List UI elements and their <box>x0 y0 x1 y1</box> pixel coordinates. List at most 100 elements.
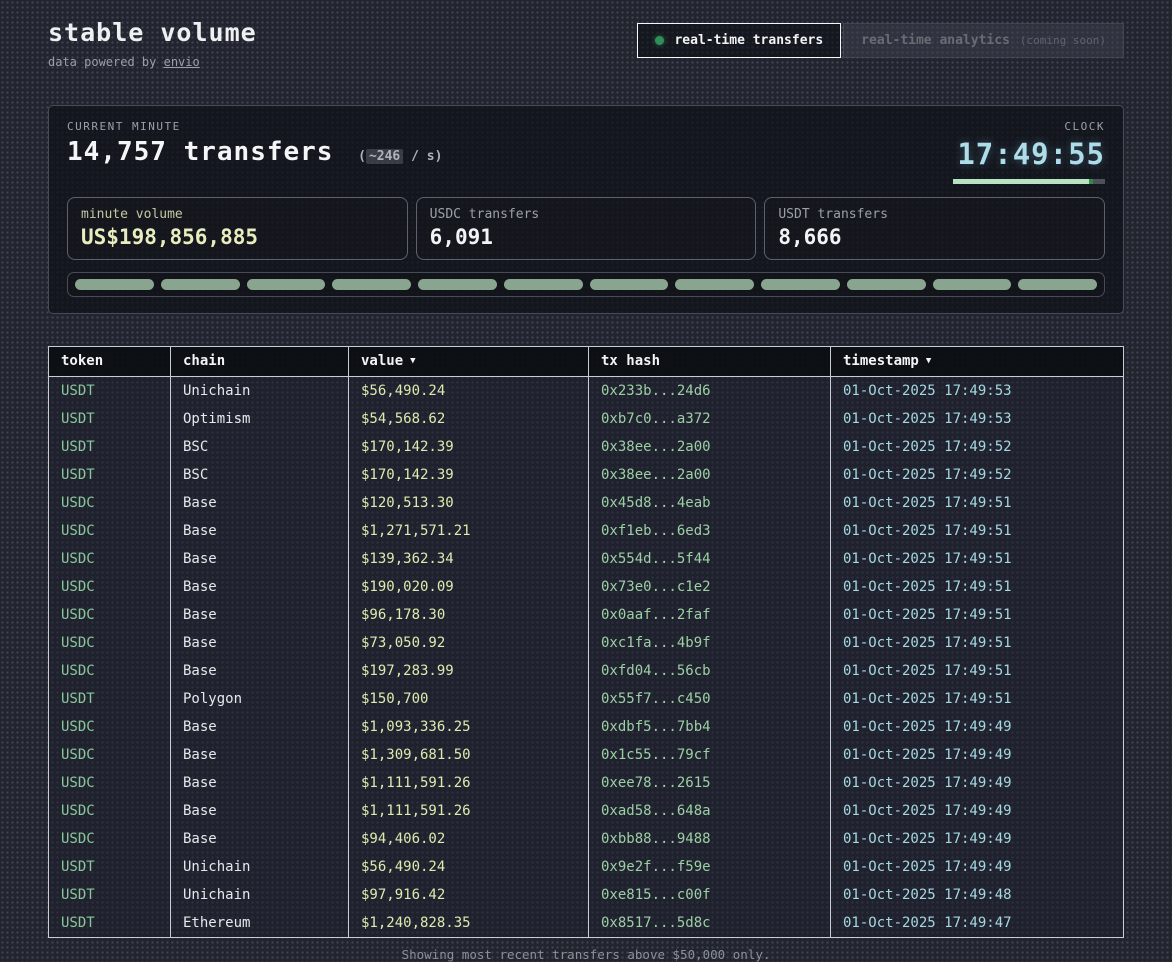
value-cell: $197,283.99 <box>348 657 589 685</box>
topbar: stable volume data powered by envio real… <box>48 14 1124 69</box>
timestamp-cell: 01-Oct-2025 17:49:52 <box>830 433 1124 461</box>
tx-hash-cell[interactable]: 0x45d8...4eab <box>588 489 831 517</box>
envio-link[interactable]: envio <box>163 55 200 69</box>
card-value: 6,091 <box>429 225 493 249</box>
transfer-count-word: transfers <box>183 137 334 167</box>
tx-hash-cell[interactable]: 0x9e2f...f59e <box>588 853 831 881</box>
tx-hash-cell[interactable]: 0x73e0...c1e2 <box>588 573 831 601</box>
chain-cell: Base <box>170 741 349 769</box>
tx-hash-cell[interactable]: 0xdbf5...7bb4 <box>588 713 831 741</box>
value-cell: $56,490.24 <box>348 853 589 881</box>
minute-segment <box>332 279 411 290</box>
clock-progress <box>953 179 1105 184</box>
minute-segment <box>418 279 497 290</box>
tx-hash-cell[interactable]: 0x55f7...c450 <box>588 685 831 713</box>
minute-segment <box>503 279 583 290</box>
table-row: USDC Base $190,020.09 0x73e0...c1e2 01-Oct-2… <box>48 573 1124 601</box>
value-cell: $1,111,591.26 <box>348 769 589 797</box>
timestamp-cell: 01-Oct-2025 17:49:51 <box>830 517 1124 545</box>
value-cell: $139,362.34 <box>348 545 589 573</box>
token-cell: USDT <box>48 685 171 713</box>
table-row: USDC Base $1,111,591.26 0xee78...2615 01-Oct… <box>48 769 1124 797</box>
table-header: token chain value ▼ tx hash timestamp ▼ <box>48 346 1124 377</box>
table-body: USDT Unichain $56,490.24 0x233b...24d6 01-Oc… <box>48 376 1124 938</box>
card-label: minute volume <box>81 207 183 222</box>
footer-note: Showing most recent transfers above $50,… <box>401 947 771 962</box>
timestamp-cell: 01-Oct-2025 17:49:49 <box>830 853 1124 881</box>
tx-hash-cell[interactable]: 0x233b...24d6 <box>588 376 831 405</box>
column-header-timestamp[interactable]: timestamp ▼ <box>830 346 1124 377</box>
column-header-value[interactable]: value ▼ <box>348 346 589 377</box>
minute-segment <box>246 279 326 290</box>
value-cell: $56,490.24 <box>348 376 589 405</box>
current-minute-panel: CURRENT MINUTE 14,757 transfers (~246 / … <box>48 105 1124 314</box>
transfer-count-value: 14,757 <box>67 137 167 167</box>
timestamp-cell: 01-Oct-2025 17:49:51 <box>830 685 1124 713</box>
tx-hash-cell[interactable]: 0x38ee...2a00 <box>588 433 831 461</box>
subtitle: data powered by envio <box>48 55 257 69</box>
timestamp-cell: 01-Oct-2025 17:49:51 <box>830 545 1124 573</box>
chain-cell: Base <box>170 797 349 825</box>
tx-hash-cell[interactable]: 0xb7c0...a372 <box>588 405 831 433</box>
timestamp-cell: 01-Oct-2025 17:49:51 <box>830 629 1124 657</box>
value-cell: $1,271,571.21 <box>348 517 589 545</box>
chain-cell: Unichain <box>170 853 349 881</box>
table-row: USDT Unichain $56,490.24 0x233b...24d6 01-Oc… <box>48 376 1124 405</box>
chain-cell: Base <box>170 713 349 741</box>
chain-cell: Ethereum <box>170 909 349 938</box>
tx-hash-cell[interactable]: 0x1c55...79cf <box>588 741 831 769</box>
value-cell: $120,513.30 <box>348 489 589 517</box>
token-cell: USDC <box>48 825 171 853</box>
transfer-rate: (~246 / s) <box>358 149 443 164</box>
table-row: USDC Base $94,406.02 0xbb88...9488 01-Oct-20… <box>48 825 1124 853</box>
tx-hash-cell[interactable]: 0x38ee...2a00 <box>588 461 831 489</box>
sort-desc-icon: ▼ <box>410 356 416 366</box>
timestamp-cell: 01-Oct-2025 17:49:53 <box>830 405 1124 433</box>
current-minute-label: CURRENT MINUTE <box>67 120 181 133</box>
tx-hash-cell[interactable]: 0xbb88...9488 <box>588 825 831 853</box>
value-cell: $96,178.30 <box>348 601 589 629</box>
tx-hash-cell[interactable]: 0xad58...648a <box>588 797 831 825</box>
value-cell: $150,700 <box>348 685 589 713</box>
chain-cell: Base <box>170 825 349 853</box>
minute-segment <box>1018 279 1097 290</box>
table-row: USDT Unichain $56,490.24 0x9e2f...f59e 01-Oc… <box>48 853 1124 881</box>
tx-hash-cell[interactable]: 0x8517...5d8c <box>588 909 831 938</box>
value-cell: $1,093,336.25 <box>348 713 589 741</box>
timestamp-cell: 01-Oct-2025 17:49:49 <box>830 825 1124 853</box>
minute-segment <box>932 279 1012 290</box>
transfer-count: 14,757 transfers (~246 / s) <box>67 137 442 167</box>
stat-cards: minute volume US$198,856,885 USDC transf… <box>67 197 1106 260</box>
tx-hash-cell[interactable]: 0xfd04...56cb <box>588 657 831 685</box>
tx-hash-cell[interactable]: 0xe815...c00f <box>588 881 831 909</box>
tx-hash-cell[interactable]: 0xf1eb...6ed3 <box>588 517 831 545</box>
chain-cell: Base <box>170 601 349 629</box>
clock-progress-fill <box>953 179 1093 184</box>
card-label: USDC transfers <box>429 207 540 222</box>
table-row: USDC Base $197,283.99 0xfd04...56cb 01-Oct-2… <box>48 657 1124 685</box>
timestamp-cell: 01-Oct-2025 17:49:49 <box>830 797 1124 825</box>
column-header-chain: chain <box>170 346 349 377</box>
chain-cell: Optimism <box>170 405 349 433</box>
chain-cell: Base <box>170 657 349 685</box>
chain-cell: Polygon <box>170 685 349 713</box>
value-cell: $54,568.62 <box>348 405 589 433</box>
view-tabs: real-time transfers real-time analytics … <box>637 23 1124 58</box>
token-cell: USDC <box>48 769 171 797</box>
column-header-tx-hash: tx hash <box>588 346 831 377</box>
chain-cell: Unichain <box>170 881 349 909</box>
tab-real-time-transfers[interactable]: real-time transfers <box>637 23 842 58</box>
token-cell: USDC <box>48 517 171 545</box>
value-cell: $170,142.39 <box>348 433 589 461</box>
token-cell: USDC <box>48 713 171 741</box>
tx-hash-cell[interactable]: 0x0aaf...2faf <box>588 601 831 629</box>
tab-real-time-analytics[interactable]: real-time analytics (coming soon) <box>843 23 1124 58</box>
chain-cell: Base <box>170 573 349 601</box>
tx-hash-cell[interactable]: 0xee78...2615 <box>588 769 831 797</box>
tx-hash-cell[interactable]: 0xc1fa...4b9f <box>588 629 831 657</box>
table-row: USDC Base $1,309,681.50 0x1c55...79cf 01-Oct… <box>48 741 1124 769</box>
column-header-token: token <box>48 346 171 377</box>
tx-hash-cell[interactable]: 0x554d...5f44 <box>588 545 831 573</box>
token-cell: USDT <box>48 433 171 461</box>
timestamp-cell: 01-Oct-2025 17:49:49 <box>830 713 1124 741</box>
